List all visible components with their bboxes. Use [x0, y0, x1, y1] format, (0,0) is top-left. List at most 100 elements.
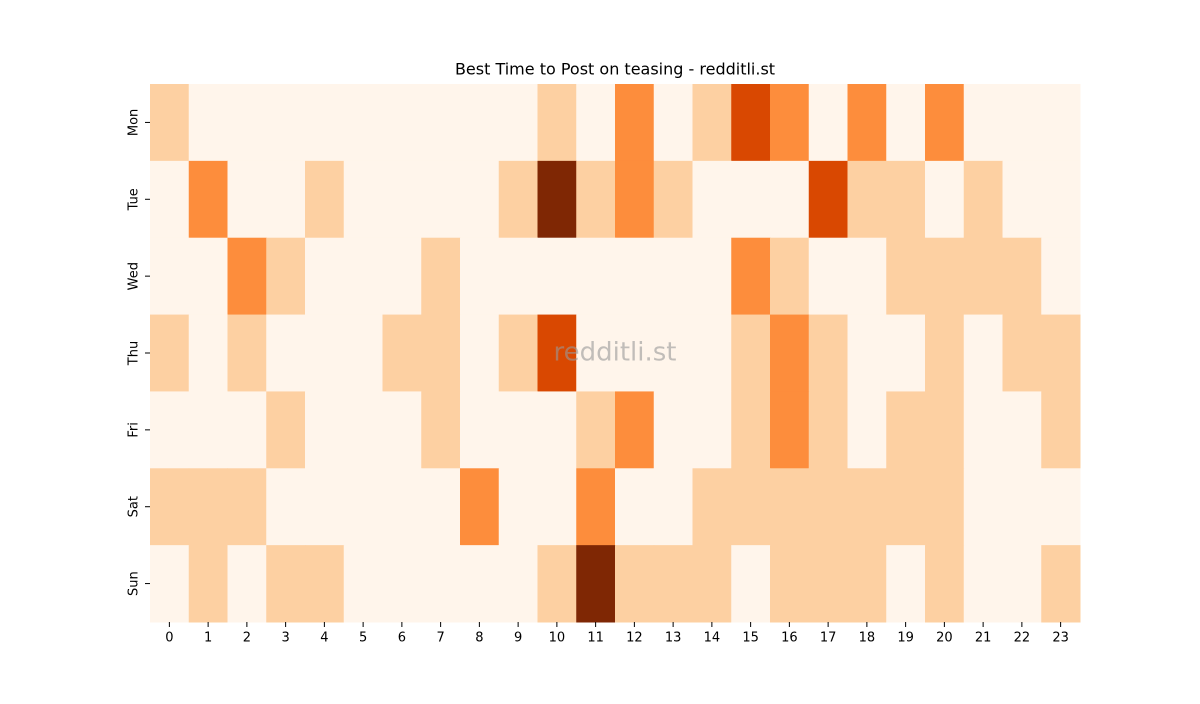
heatmap-cell [731, 314, 771, 392]
heatmap-cell [731, 160, 771, 239]
heatmap-cell [770, 237, 810, 316]
heatmap-cell [227, 237, 267, 316]
y-tick-label: Thu [127, 341, 142, 366]
heatmap-cell [653, 545, 693, 623]
heatmap-cell [498, 84, 538, 162]
heatmap-cell [498, 391, 538, 469]
heatmap-cell [615, 391, 655, 469]
heatmap-cell [421, 237, 461, 316]
heatmap-cell [343, 468, 383, 546]
heatmap-cell [1002, 84, 1042, 162]
heatmap-cell [847, 160, 887, 239]
heatmap-cell [382, 391, 422, 469]
heatmap-cell [770, 545, 810, 623]
heatmap-cell [150, 468, 190, 546]
y-tick-label: Wed [127, 262, 142, 290]
heatmap-cell [460, 237, 500, 316]
heatmap-cell [770, 84, 810, 162]
heatmap-cell [808, 160, 848, 239]
heatmap-cell [886, 160, 926, 239]
heatmap-cell [653, 391, 693, 469]
heatmap-cell [692, 468, 732, 546]
heatmap-cell [653, 84, 693, 162]
x-tick-label: 8 [475, 631, 483, 646]
heatmap-cell [343, 84, 383, 162]
heatmap-cell [498, 468, 538, 546]
heatmap-cell [188, 545, 228, 623]
heatmap-cell [653, 160, 693, 239]
heatmap-cell [692, 237, 732, 316]
heatmap-cell [1041, 314, 1081, 392]
heatmap-cell [925, 84, 965, 162]
heatmap-cell [1002, 314, 1042, 392]
heatmap-cell [692, 84, 732, 162]
x-tick-label: 19 [897, 631, 914, 646]
heatmap-cell [266, 160, 306, 239]
heatmap-cell [460, 545, 500, 623]
x-tick-label: 7 [436, 631, 444, 646]
heatmap-cell [150, 314, 190, 392]
heatmap-cell [731, 545, 771, 623]
heatmap-cell [1002, 237, 1042, 316]
heatmap-cell [498, 545, 538, 623]
heatmap-cell [963, 391, 1003, 469]
y-tick-label: Fri [127, 422, 142, 438]
heatmap-cell [925, 237, 965, 316]
heatmap-cell [925, 545, 965, 623]
heatmap-cell [576, 314, 616, 392]
heatmap-cell [305, 314, 345, 392]
heatmap-cell [305, 545, 345, 623]
heatmap-cell [227, 160, 267, 239]
heatmap-cell [266, 545, 306, 623]
heatmap-cell [188, 468, 228, 546]
heatmap-cell [188, 84, 228, 162]
x-tick-label: 11 [587, 631, 604, 646]
heatmap-cell [150, 84, 190, 162]
heatmap-cell [382, 160, 422, 239]
x-tick-label: 5 [359, 631, 367, 646]
x-tick-label: 21 [975, 631, 992, 646]
heatmap-cell [731, 468, 771, 546]
heatmap-cell [1041, 84, 1081, 162]
heatmap-cell [963, 545, 1003, 623]
heatmap-cell [188, 391, 228, 469]
heatmap-cell [886, 237, 926, 316]
heatmap-cell [770, 160, 810, 239]
heatmap-cell [653, 314, 693, 392]
heatmap-cell [266, 237, 306, 316]
heatmap-cell [227, 84, 267, 162]
y-tick-label: Mon [127, 109, 142, 136]
heatmap-cell [653, 237, 693, 316]
heatmap-cell [692, 391, 732, 469]
y-tick-label: Tue [127, 188, 142, 211]
heatmap-cell [537, 84, 577, 162]
heatmap-cell [421, 391, 461, 469]
heatmap-cell [925, 468, 965, 546]
heatmap-cell [1041, 237, 1081, 316]
x-tick-label: 13 [665, 631, 682, 646]
heatmap-cell [963, 468, 1003, 546]
heatmap-cell [537, 314, 577, 392]
heatmap-cell [847, 314, 887, 392]
heatmap-cell [421, 468, 461, 546]
heatmap-cell [692, 160, 732, 239]
x-tick-label: 10 [549, 631, 566, 646]
heatmap-cell [188, 160, 228, 239]
heatmap-cell [305, 84, 345, 162]
heatmap-cell [615, 468, 655, 546]
heatmap-cell [847, 391, 887, 469]
heatmap-cell [460, 160, 500, 239]
heatmap-cell [653, 468, 693, 546]
heatmap-cell [847, 84, 887, 162]
heatmap-cell [188, 237, 228, 316]
heatmap-cell [382, 237, 422, 316]
heatmap-cell [150, 545, 190, 623]
heatmap-cell [847, 545, 887, 623]
heatmap-cell [847, 237, 887, 316]
heatmap-cell [808, 468, 848, 546]
heatmap-cell [498, 160, 538, 239]
heatmap-cell [498, 237, 538, 316]
heatmap-cell [460, 84, 500, 162]
heatmap-cell [266, 391, 306, 469]
